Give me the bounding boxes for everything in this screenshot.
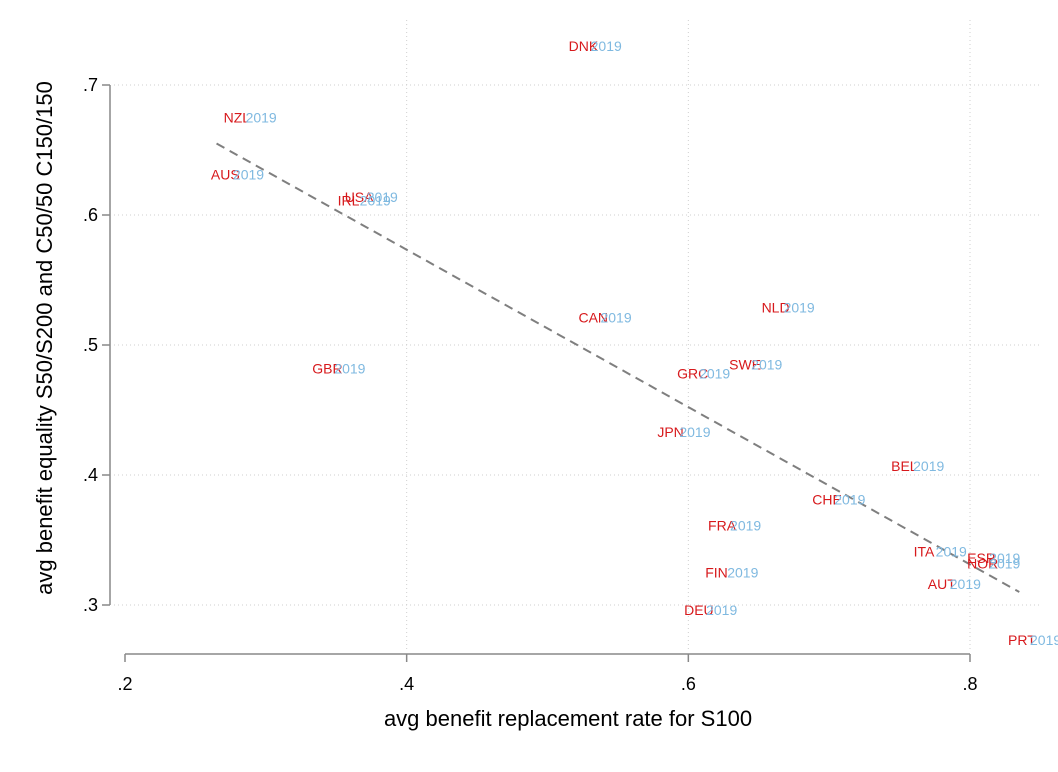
point-country-label: ESP xyxy=(967,550,995,566)
point-year-label: 2019 xyxy=(600,310,631,326)
point-year-label: 2019 xyxy=(367,189,398,205)
point-year-label: 2019 xyxy=(679,424,710,440)
point-country-label: SWE xyxy=(729,357,761,373)
x-tick-label: .4 xyxy=(399,674,414,694)
point-year-label: 2019 xyxy=(784,299,815,315)
point-year-label: 2019 xyxy=(989,555,1020,571)
fit-line xyxy=(216,142,1020,593)
point-country-label: NZL xyxy=(224,110,251,126)
y-tick-label: .6 xyxy=(83,205,98,225)
point-country-label: PRT xyxy=(1008,632,1036,648)
x-axis-ticks: .2 .4 .6 .8 xyxy=(117,654,978,694)
point-country-label: IRL xyxy=(338,193,360,209)
point-year-label: 2019 xyxy=(591,38,622,54)
point-country-label: BEL xyxy=(891,458,918,474)
point-country-label: ITA xyxy=(914,544,935,560)
gridlines xyxy=(114,20,1040,650)
point-country-label: CHE xyxy=(812,492,842,508)
point-country-label: NLD xyxy=(762,299,790,315)
point-year-label: 2019 xyxy=(334,360,365,376)
y-tick-label: .7 xyxy=(83,75,98,95)
point-country-label: FRA xyxy=(708,518,737,534)
point-country-label: NOR xyxy=(967,555,998,571)
point-country-label: USA xyxy=(345,189,374,205)
point-year-label: 2019 xyxy=(950,576,981,592)
point-year-label: 2019 xyxy=(706,602,737,618)
y-axis-title: avg benefit equality S50/S200 and C50/50… xyxy=(32,81,57,595)
x-axis-title: avg benefit replacement rate for S100 xyxy=(384,706,752,731)
point-country-label: JPN xyxy=(657,424,683,440)
point-country-label: FIN xyxy=(705,565,728,581)
point-year-label: 2019 xyxy=(834,492,865,508)
data-point-irl: IRL 2019 xyxy=(338,193,391,209)
point-country-label: AUT xyxy=(928,576,956,592)
point-year-label: 2019 xyxy=(699,366,730,382)
x-tick-label: .2 xyxy=(117,674,132,694)
y-axis-ticks: .3 .4 .5 .6 .7 xyxy=(83,75,110,615)
point-year-label: 2019 xyxy=(727,565,758,581)
y-tick-label: .3 xyxy=(83,595,98,615)
point-country-label: AUS xyxy=(211,167,240,183)
point-year-label: 2019 xyxy=(730,518,761,534)
point-year-label: 2019 xyxy=(989,550,1020,566)
x-tick-label: .8 xyxy=(962,674,977,694)
point-year-label: 2019 xyxy=(1030,632,1058,648)
point-year-label: 2019 xyxy=(936,544,967,560)
point-country-label: GBR xyxy=(312,360,342,376)
point-year-label: 2019 xyxy=(751,357,782,373)
y-tick-label: .4 xyxy=(83,465,98,485)
point-country-label: GRC xyxy=(677,366,708,382)
data-point-ita: ITA 2019 xyxy=(914,544,967,560)
point-country-label: DEU xyxy=(684,602,714,618)
data-point-fin: FIN 2019 xyxy=(705,565,758,581)
point-year-label: 2019 xyxy=(913,458,944,474)
y-tick-label: .5 xyxy=(83,335,98,355)
point-country-label: DNK xyxy=(569,38,599,54)
point-country-label: CAN xyxy=(578,310,608,326)
point-year-label: 2019 xyxy=(360,193,391,209)
point-year-label: 2019 xyxy=(233,167,264,183)
x-tick-label: .6 xyxy=(681,674,696,694)
point-year-label: 2019 xyxy=(246,110,277,126)
